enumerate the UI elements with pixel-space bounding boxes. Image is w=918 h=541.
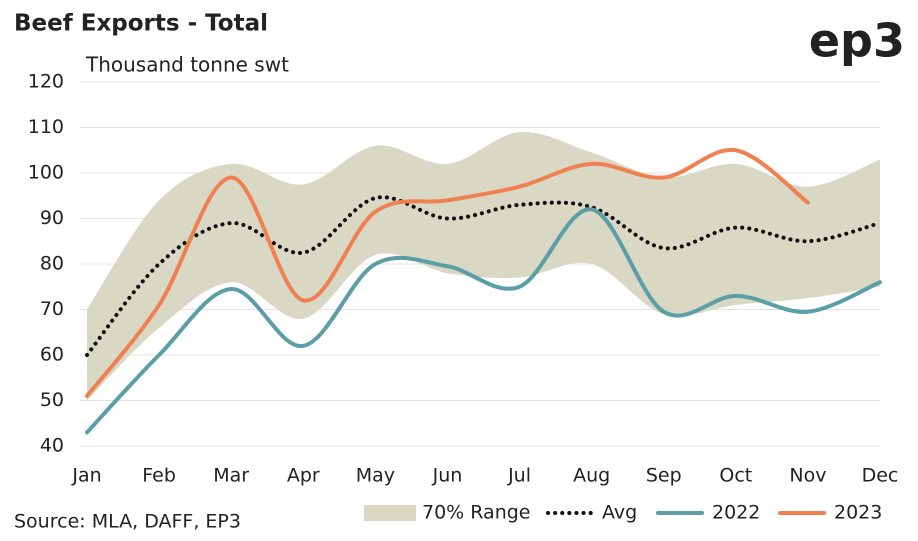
x-tick-label: Mar [213, 465, 249, 487]
y-tick-label: 100 [28, 162, 64, 184]
x-tick-label: Sep [646, 465, 682, 487]
chart-subtitle: Thousand tonne swt [85, 53, 289, 77]
x-tick-label: Jun [432, 465, 463, 487]
legend-swatch [364, 505, 416, 521]
logo: ep3 [809, 14, 905, 68]
legend-label: Avg [602, 502, 637, 524]
x-tick-label: Feb [142, 465, 176, 487]
y-tick-label: 40 [40, 435, 64, 457]
y-tick-label: 60 [40, 344, 64, 366]
source-note: Source: MLA, DAFF, EP3 [14, 511, 241, 533]
x-tick-label: May [356, 465, 395, 487]
x-tick-label: Nov [789, 465, 826, 487]
x-tick-label: Jan [71, 465, 101, 487]
y-tick-label: 120 [28, 71, 64, 93]
x-tick-label: Oct [719, 465, 752, 487]
chart-title: Beef Exports - Total [14, 11, 268, 37]
y-tick-label: 110 [28, 116, 64, 138]
y-tick-label: 90 [40, 207, 64, 229]
legend-label: 2022 [712, 502, 760, 524]
legend-label: 2023 [834, 502, 882, 524]
x-tick-label: Jul [507, 465, 531, 487]
x-tick-label: Dec [862, 465, 899, 487]
y-tick-label: 50 [40, 389, 64, 411]
x-tick-label: Apr [287, 465, 320, 487]
avg-line [85, 195, 882, 357]
series-line [85, 207, 882, 435]
y-tick-label: 70 [40, 298, 64, 320]
x-tick-label: Aug [573, 465, 610, 487]
range-area [87, 131, 880, 401]
y-tick-label: 80 [40, 253, 64, 275]
legend-label: 70% Range [422, 502, 531, 524]
series-line [85, 147, 810, 398]
